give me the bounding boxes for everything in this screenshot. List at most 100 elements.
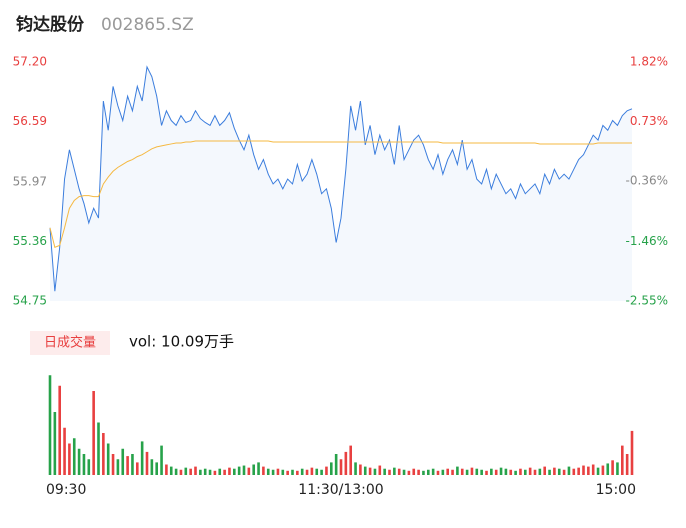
volume-bar	[577, 467, 580, 475]
volume-bar	[475, 468, 479, 475]
volume-bar	[102, 433, 105, 475]
y2-tick-label: 1.82%	[630, 55, 668, 69]
volume-bar	[363, 466, 367, 475]
volume-bar	[194, 466, 197, 475]
volume-bar	[305, 469, 309, 475]
volume-bar	[456, 466, 459, 475]
volume-bar	[339, 459, 343, 475]
volume-bar	[179, 469, 183, 475]
volume-bar	[111, 454, 115, 475]
volume-bar	[310, 467, 314, 475]
volume-bar	[131, 454, 134, 475]
volume-bar	[373, 468, 377, 475]
volume-bar	[630, 430, 634, 475]
volume-bar	[228, 467, 231, 475]
volume-bar	[97, 422, 100, 475]
volume-bar	[276, 468, 280, 475]
volume-bar	[213, 470, 217, 475]
volume-bar	[330, 462, 333, 475]
volume-bar	[519, 468, 522, 475]
volume-bar	[189, 468, 192, 475]
volume-bar	[271, 469, 275, 475]
volume-bar	[87, 459, 91, 475]
volume-bar	[349, 445, 352, 475]
volume-bar	[538, 468, 542, 475]
volume-bar	[203, 468, 207, 475]
volume-bar	[48, 375, 52, 475]
volume-bar	[407, 470, 411, 475]
volume-bar	[242, 465, 246, 475]
stock-name: 钧达股份	[16, 14, 85, 35]
volume-bar	[368, 467, 372, 475]
volume-bar	[460, 468, 464, 475]
volume-bar	[504, 468, 508, 475]
volume-bar	[58, 385, 61, 475]
y2-tick-label: -2.55%	[626, 294, 668, 308]
y-tick-label: 56.59	[13, 114, 47, 128]
volume-bar	[383, 468, 386, 475]
volume-label-bg	[30, 331, 110, 355]
volume-bar	[514, 470, 517, 475]
volume-bar	[354, 462, 357, 475]
volume-bar	[136, 462, 139, 475]
volume-bar	[490, 468, 493, 475]
average-line	[49, 140, 632, 249]
volume-bar	[106, 443, 110, 475]
volume-total: vol: 10.09万手	[129, 333, 234, 351]
volume-bar	[199, 469, 202, 475]
y2-tick-label: 0.73%	[630, 114, 668, 128]
y2-tick-label: -1.46%	[626, 234, 668, 248]
volume-bar	[257, 462, 260, 475]
volume-bar	[218, 468, 222, 475]
y2-tick-label: -0.36%	[626, 174, 668, 188]
price-line	[49, 65, 633, 292]
volume-bar	[262, 466, 265, 475]
volume-bar	[237, 466, 241, 475]
volume-bar	[378, 465, 382, 475]
volume-bar	[247, 467, 251, 475]
volume-bar	[208, 469, 212, 475]
volume-bar	[422, 470, 425, 475]
volume-bar	[165, 464, 168, 475]
volume-bar	[160, 445, 163, 475]
volume-bar	[625, 454, 629, 475]
volume-bar	[582, 465, 585, 475]
volume-bar	[315, 468, 319, 475]
volume-bar	[616, 462, 619, 475]
volume-bar	[557, 468, 561, 475]
volume-bar	[417, 469, 420, 475]
volume-bar	[436, 470, 440, 475]
volume-bar	[359, 464, 362, 475]
volume-bar	[145, 451, 149, 475]
volume-bar	[562, 469, 566, 475]
volume-bar	[548, 469, 551, 475]
y-tick-label: 54.75	[13, 294, 47, 308]
y-tick-label: 57.20	[13, 55, 47, 69]
volume-bar	[286, 470, 289, 475]
volume-bar	[524, 469, 527, 475]
volume-label: 日成交量	[44, 335, 96, 351]
volume-bar	[480, 469, 483, 475]
volume-bar	[533, 469, 537, 475]
volume-bar	[431, 468, 435, 475]
volume-bar	[72, 438, 76, 475]
volume-bar	[465, 469, 469, 475]
volume-bar	[441, 469, 445, 475]
volume-bar	[543, 466, 546, 475]
stock-code: 002865.SZ	[101, 15, 194, 35]
volume-bar	[591, 464, 595, 475]
volume-bar	[266, 468, 270, 475]
volume-bar	[611, 460, 614, 475]
volume-bar	[553, 467, 556, 475]
volume-bar	[397, 468, 401, 475]
volume-bar	[68, 443, 71, 475]
volume-bar	[334, 454, 338, 475]
volume-bar	[446, 468, 449, 475]
volume-bar	[92, 391, 95, 475]
volume-bar	[427, 469, 430, 475]
volume-bar	[606, 463, 610, 475]
volume-bar	[63, 427, 66, 475]
volume-bar	[320, 469, 323, 475]
volume-bar	[155, 462, 158, 475]
